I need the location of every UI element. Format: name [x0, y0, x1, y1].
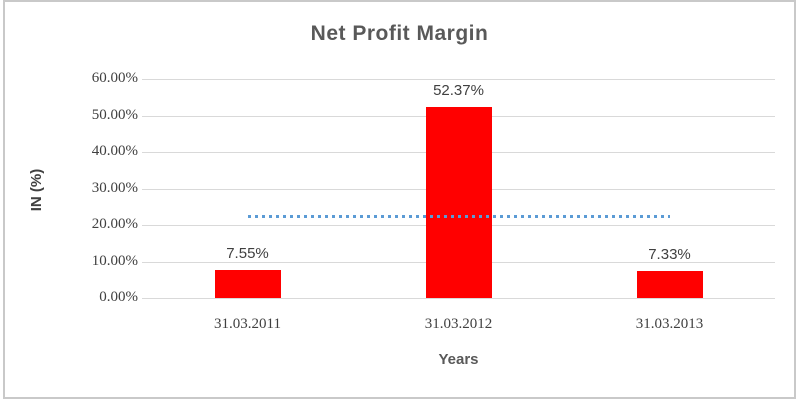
x-category-label: 31.03.2012 — [424, 316, 493, 332]
bar-31.03.2011 — [214, 270, 281, 298]
gridline — [142, 298, 775, 299]
y-tick-label: 0.00% — [99, 289, 138, 305]
y-tick-label: 40.00% — [91, 143, 138, 159]
y-tick-label: 30.00% — [91, 179, 138, 196]
chart-title: Net Profit Margin — [310, 22, 489, 45]
bar-data-label: 7.33% — [648, 246, 691, 264]
y-tick-label: 50.00% — [91, 106, 138, 123]
plot-area — [142, 79, 775, 299]
bar-data-label: 52.37% — [433, 81, 484, 99]
x-category-label: 31.03.2011 — [214, 316, 281, 332]
x-axis-title: Years — [438, 351, 479, 368]
average-dotted-line — [247, 215, 670, 219]
bar-31.03.2012 — [425, 106, 492, 298]
bar-data-label: 7.55% — [226, 245, 269, 263]
y-tick-label: 10.00% — [91, 252, 138, 269]
y-tick-label: 20.00% — [91, 216, 138, 232]
chart-frame — [3, 0, 796, 399]
gridline — [142, 79, 775, 80]
y-tick-label: 60.00% — [91, 70, 138, 86]
bar-31.03.2013 — [636, 271, 703, 298]
x-category-label: 31.03.2013 — [635, 316, 704, 332]
y-axis-title: IN (%) — [28, 168, 45, 212]
